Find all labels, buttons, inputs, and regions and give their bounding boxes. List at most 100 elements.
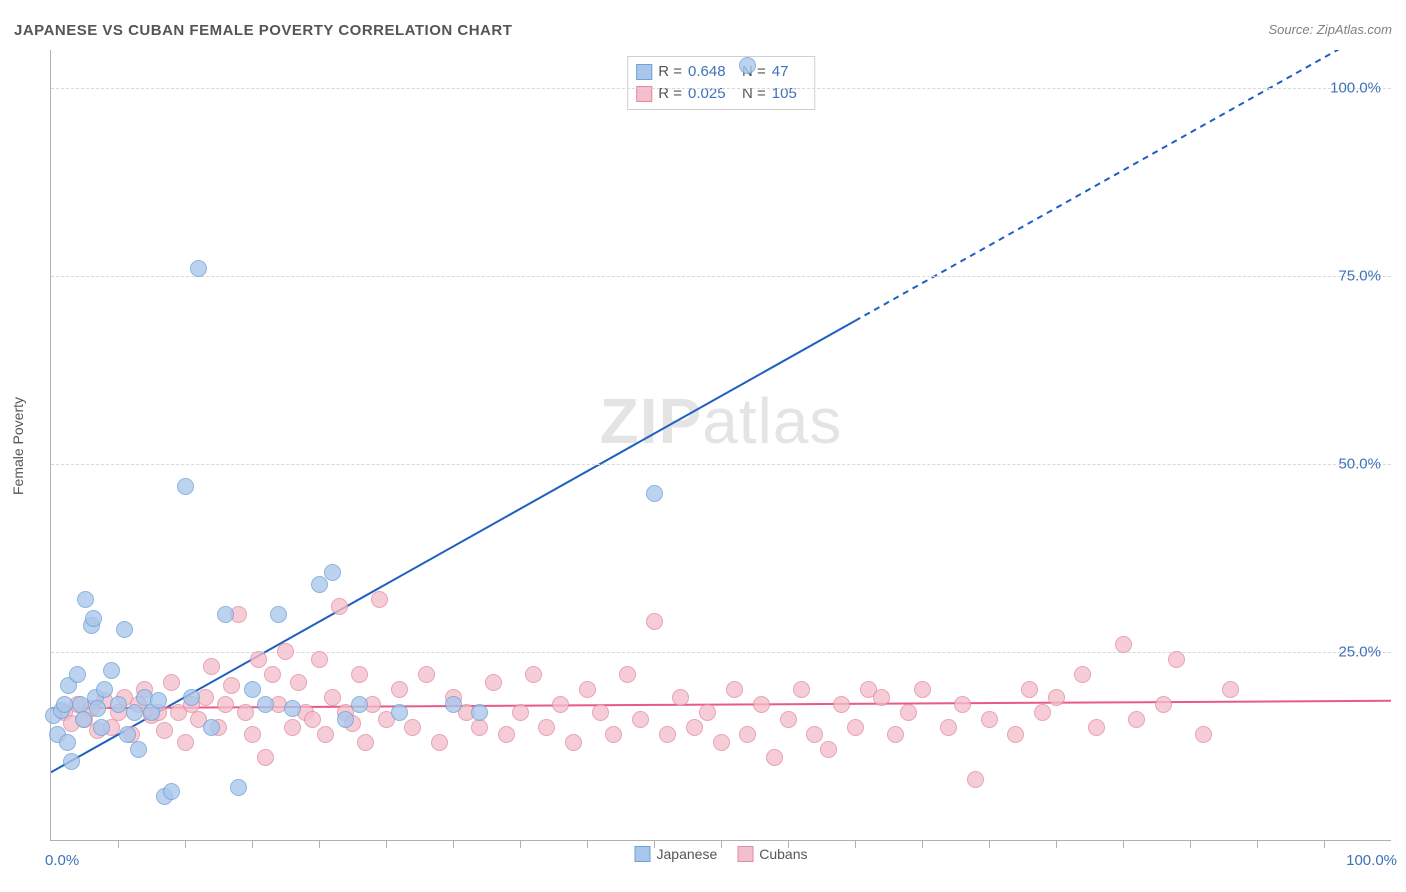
- chart-container: JAPANESE VS CUBAN FEMALE POVERTY CORRELA…: [0, 0, 1406, 892]
- scatter-point: [391, 704, 408, 721]
- scatter-point: [270, 606, 287, 623]
- scatter-point: [163, 674, 180, 691]
- scatter-point: [183, 689, 200, 706]
- scatter-point: [485, 674, 502, 691]
- x-tick: [386, 840, 387, 848]
- scatter-point: [304, 711, 321, 728]
- scatter-point: [77, 591, 94, 608]
- scatter-point: [223, 677, 240, 694]
- scatter-point: [230, 779, 247, 796]
- x-tick: [922, 840, 923, 848]
- chart-title: JAPANESE VS CUBAN FEMALE POVERTY CORRELA…: [14, 22, 512, 39]
- scatter-point: [418, 666, 435, 683]
- source-prefix: Source:: [1268, 22, 1316, 37]
- scatter-point: [1048, 689, 1065, 706]
- scatter-point: [156, 722, 173, 739]
- x-tick: [788, 840, 789, 848]
- scatter-point: [646, 613, 663, 630]
- source-name: ZipAtlas.com: [1317, 22, 1392, 37]
- legend-swatch: [636, 64, 652, 80]
- scatter-point: [404, 719, 421, 736]
- scatter-point: [967, 771, 984, 788]
- scatter-point: [391, 681, 408, 698]
- scatter-point: [538, 719, 555, 736]
- scatter-point: [632, 711, 649, 728]
- scatter-point: [89, 700, 106, 717]
- scatter-point: [93, 719, 110, 736]
- scatter-point: [130, 741, 147, 758]
- y-axis-label: Female Poverty: [10, 397, 26, 495]
- scatter-point: [726, 681, 743, 698]
- watermark-zip: ZIP: [600, 385, 703, 457]
- scatter-point: [914, 681, 931, 698]
- gridline: [51, 88, 1391, 89]
- scatter-point: [357, 734, 374, 751]
- legend-n-value: 47: [772, 61, 806, 83]
- scatter-point: [110, 696, 127, 713]
- scatter-point: [75, 711, 92, 728]
- scatter-point: [257, 749, 274, 766]
- watermark-atlas: atlas: [702, 385, 842, 457]
- scatter-point: [257, 696, 274, 713]
- scatter-point: [311, 651, 328, 668]
- scatter-point: [619, 666, 636, 683]
- scatter-point: [1128, 711, 1145, 728]
- watermark: ZIPatlas: [600, 384, 843, 458]
- scatter-point: [887, 726, 904, 743]
- x-tick: [252, 840, 253, 848]
- x-tick: [453, 840, 454, 848]
- scatter-point: [552, 696, 569, 713]
- scatter-point: [96, 681, 113, 698]
- scatter-point: [284, 719, 301, 736]
- scatter-point: [244, 681, 261, 698]
- scatter-point: [324, 689, 341, 706]
- scatter-point: [277, 643, 294, 660]
- scatter-point: [177, 734, 194, 751]
- scatter-point: [592, 704, 609, 721]
- scatter-point: [672, 689, 689, 706]
- y-tick-label: 50.0%: [1338, 455, 1381, 472]
- x-axis-label-left: 0.0%: [45, 852, 79, 869]
- scatter-point: [1168, 651, 1185, 668]
- scatter-point: [940, 719, 957, 736]
- scatter-point: [646, 485, 663, 502]
- gridline: [51, 464, 1391, 465]
- legend-r-label: R =: [658, 83, 682, 105]
- x-tick: [1257, 840, 1258, 848]
- scatter-point: [116, 621, 133, 638]
- scatter-point: [59, 734, 76, 751]
- scatter-point: [371, 591, 388, 608]
- scatter-point: [190, 260, 207, 277]
- scatter-point: [579, 681, 596, 698]
- scatter-point: [820, 741, 837, 758]
- plot-area: ZIPatlas R =0.648N =47R =0.025N =105 Jap…: [50, 50, 1391, 841]
- scatter-point: [766, 749, 783, 766]
- scatter-point: [1034, 704, 1051, 721]
- scatter-point: [753, 696, 770, 713]
- scatter-point: [686, 719, 703, 736]
- scatter-point: [264, 666, 281, 683]
- legend-swatch: [737, 846, 753, 862]
- y-tick-label: 75.0%: [1338, 267, 1381, 284]
- scatter-point: [217, 696, 234, 713]
- scatter-point: [284, 700, 301, 717]
- scatter-point: [1088, 719, 1105, 736]
- y-tick-label: 100.0%: [1330, 79, 1381, 96]
- scatter-point: [1074, 666, 1091, 683]
- x-tick: [1190, 840, 1191, 848]
- scatter-point: [217, 606, 234, 623]
- legend-r-label: R =: [658, 61, 682, 83]
- source-attribution: Source: ZipAtlas.com: [1268, 22, 1392, 37]
- scatter-point: [659, 726, 676, 743]
- scatter-point: [512, 704, 529, 721]
- scatter-point: [847, 719, 864, 736]
- x-tick: [587, 840, 588, 848]
- scatter-point: [324, 564, 341, 581]
- scatter-point: [177, 478, 194, 495]
- legend-stats-box: R =0.648N =47R =0.025N =105: [627, 56, 815, 110]
- scatter-point: [605, 726, 622, 743]
- scatter-point: [565, 734, 582, 751]
- scatter-point: [471, 704, 488, 721]
- scatter-point: [900, 704, 917, 721]
- scatter-point: [739, 726, 756, 743]
